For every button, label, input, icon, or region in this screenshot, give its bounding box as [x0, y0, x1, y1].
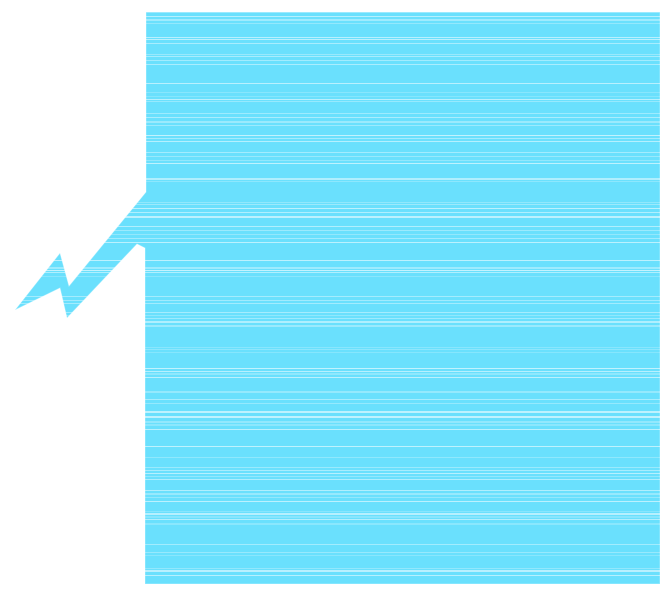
bubble-stripe — [15, 516, 660, 518]
bubble-stripe — [15, 296, 660, 297]
bubble-stripe — [15, 238, 660, 239]
bubble-stripe — [15, 272, 660, 273]
bubble-stripe — [15, 470, 660, 471]
bubble-stripe — [15, 490, 660, 491]
bubble-stripe — [15, 300, 660, 301]
bubble-stripe — [15, 156, 660, 157]
bubble-outline — [14, 11, 661, 585]
bubble-stripe — [15, 399, 660, 400]
bubble-stripe — [15, 403, 660, 404]
bubble-stripe — [15, 216, 660, 218]
bubble-stripe — [15, 160, 660, 161]
bubble-stripe — [15, 391, 660, 393]
bubble-stripe — [15, 446, 660, 447]
bubble-stripe — [15, 83, 660, 84]
bubble-stripe — [15, 204, 660, 205]
bubble-stripe — [15, 242, 660, 243]
bubble-stripe — [15, 19, 660, 21]
bubble-stripe — [15, 270, 660, 271]
bubble-stripe — [15, 493, 660, 495]
bubble-stripe — [15, 325, 660, 327]
bubble-stripe — [15, 212, 660, 213]
bubble-stripe — [15, 497, 660, 498]
bubble-stripe — [15, 513, 660, 515]
bubble-stripe — [15, 318, 660, 319]
bubble-stripe — [15, 373, 660, 375]
bubble-stripe — [15, 202, 660, 203]
bubble-stripe — [15, 511, 660, 512]
bubble-stripe — [15, 234, 660, 235]
bubble-stripe — [15, 347, 660, 348]
bubble-stripe — [15, 523, 660, 525]
bubble-stripe — [15, 121, 660, 123]
bubble-stripe — [15, 312, 660, 313]
bubble-stripe — [15, 60, 660, 61]
bubble-stripe — [15, 64, 660, 65]
bubble-stripe — [15, 476, 660, 477]
bubble-stripe — [15, 54, 660, 55]
bubble-stripe — [15, 467, 660, 468]
bubble-stripe — [15, 411, 660, 413]
bubble-stripe — [15, 101, 660, 102]
bubble-stripe — [15, 138, 660, 139]
bubble-stripe — [15, 178, 660, 180]
bubble-stripe — [15, 368, 660, 369]
bubble-stripe — [15, 352, 660, 353]
bubble-stripe — [15, 473, 660, 474]
bubble-stripe — [15, 315, 660, 316]
bubble-stripe — [15, 37, 660, 38]
bubble-stripe — [15, 12, 660, 13]
bubble-stripe — [15, 568, 660, 569]
bubble-stripe — [15, 575, 660, 576]
bubble-stripe — [15, 56, 660, 57]
bubble-stripe — [15, 39, 660, 40]
bubble-stripe — [15, 349, 660, 350]
bubble-stripe — [15, 377, 660, 378]
bubble-stripe — [15, 421, 660, 423]
bubble-stripe — [15, 424, 660, 426]
bubble-stripes — [15, 12, 660, 576]
bubble-stripe — [15, 163, 660, 164]
bubble-stripe — [15, 429, 660, 430]
bubble-stripe — [15, 117, 660, 118]
bubble-stripe — [15, 544, 660, 545]
bubble-stripe — [15, 479, 660, 480]
bubble-stripe — [15, 208, 660, 209]
bubble-stripe — [15, 371, 660, 372]
bubble-stripe — [15, 125, 660, 126]
bubble-stripe — [15, 43, 660, 44]
bubble-stripe — [15, 321, 660, 323]
bubble-stripe — [15, 92, 660, 93]
bubble-stripe — [15, 552, 660, 553]
bubble-stripe — [15, 113, 660, 114]
bubble-stripe — [15, 267, 660, 269]
bubble-stripe — [15, 230, 660, 231]
bubble-stripe — [15, 99, 660, 100]
bubble-stripe — [15, 135, 660, 136]
bubble-stripe — [15, 96, 660, 97]
bubble-stripe — [15, 181, 660, 182]
bubble-stripe — [15, 519, 660, 520]
bubble-stripe — [15, 501, 660, 502]
bubble-stripe — [15, 555, 660, 556]
bubble-stripe — [15, 141, 660, 142]
bubble-stripe — [15, 16, 660, 17]
bubble-stripe — [15, 260, 660, 261]
bubble-stripe — [15, 416, 660, 418]
bubble-stripe — [15, 23, 660, 24]
bubble-stripe — [15, 152, 660, 153]
bubble-stripe — [15, 226, 660, 227]
bubble-stripe — [15, 570, 660, 572]
bubble-stripe — [15, 276, 660, 277]
bubble-stripe — [15, 457, 660, 458]
bubble-stripe — [15, 303, 660, 304]
